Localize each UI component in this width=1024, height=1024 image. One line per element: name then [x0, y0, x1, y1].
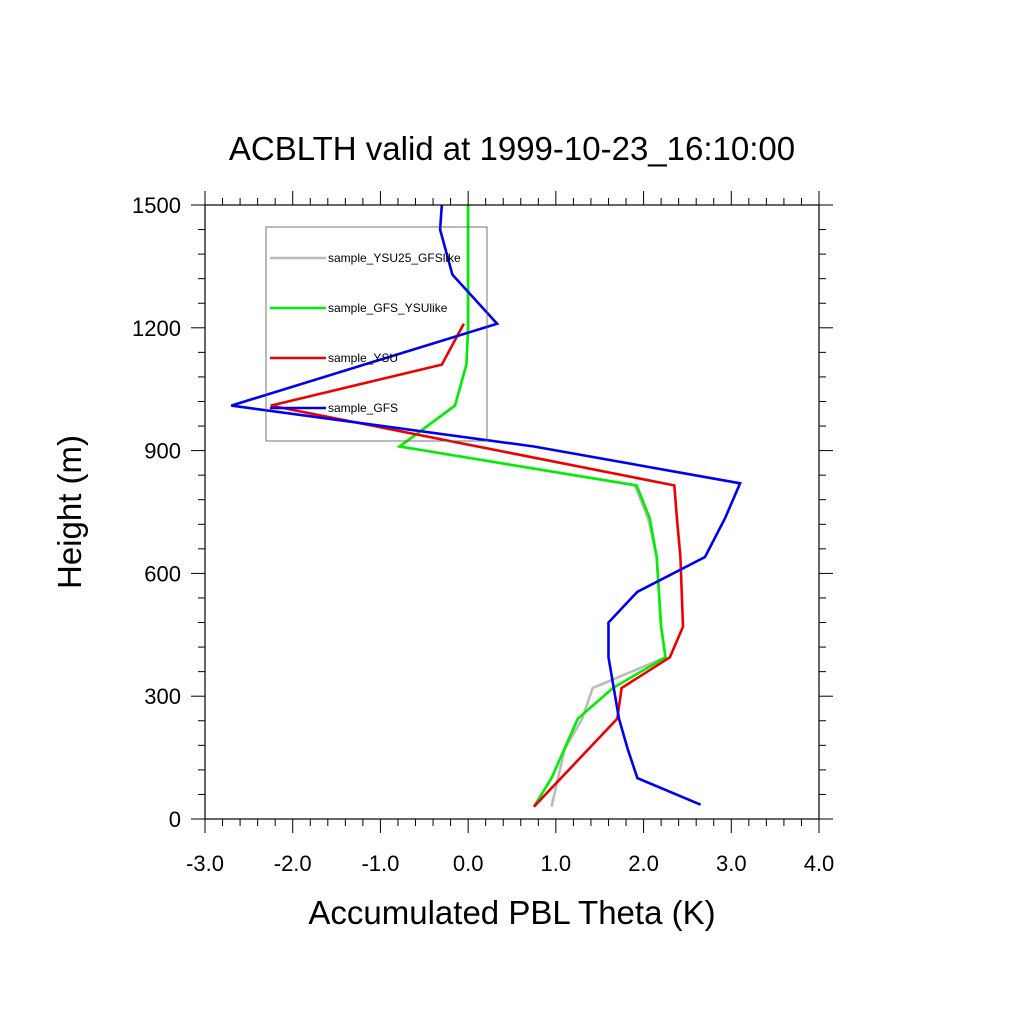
- axis-ticks: [191, 191, 833, 833]
- legend-label-sample_YSU: sample_YSU: [328, 351, 398, 365]
- legend: sample_YSU25_GFSlike sample_GFS_YSUlikesa…: [265, 226, 488, 442]
- x-tick-label: 0.0: [453, 851, 484, 876]
- x-tick-label: 1.0: [541, 851, 572, 876]
- y-tick-label: 900: [144, 439, 181, 464]
- y-tick-label: 600: [144, 561, 181, 586]
- axis-tick-labels: -3.0 -2.0 -1.0 0.0 1.0 2.0 3.0 4.0 0 300 600 900 120…: [132, 193, 834, 876]
- legend-label-sample_GFS_YSUlike: sample_GFS_YSUlike: [328, 301, 448, 315]
- y-tick-label: 1200: [132, 316, 181, 341]
- x-tick-label: -2.0: [274, 851, 312, 876]
- series-line-sample_GFS: [230, 204, 742, 806]
- y-axis-label: Height (m): [51, 435, 88, 589]
- chart-title: ACBLTH valid at 1999-10-23_16:10:00: [229, 130, 795, 167]
- x-tick-label: -3.0: [186, 851, 224, 876]
- y-tick-label: 1500: [132, 193, 181, 218]
- x-tick-label: -1.0: [361, 851, 399, 876]
- x-tick-label: 4.0: [804, 851, 835, 876]
- x-axis-label: Accumulated PBL Theta (K): [308, 894, 715, 931]
- legend-label-sample_GFS: sample_GFS: [328, 401, 398, 415]
- x-tick-label: 3.0: [716, 851, 747, 876]
- y-tick-label: 0: [169, 807, 181, 832]
- plot-lines: [230, 204, 742, 808]
- series-line-sample_YSU25_GFSlike: [396, 205, 667, 807]
- legend-label-sample_YSU25_GFSlike: sample_YSU25_GFSlike: [328, 251, 461, 265]
- plot-frame: [204, 204, 820, 820]
- y-tick-label: 300: [144, 684, 181, 709]
- x-tick-label: 2.0: [628, 851, 659, 876]
- legend-box: [265, 226, 488, 442]
- series-line-sample_GFS_YSUlike: [396, 205, 667, 808]
- series-line-sample_YSU: [270, 323, 685, 808]
